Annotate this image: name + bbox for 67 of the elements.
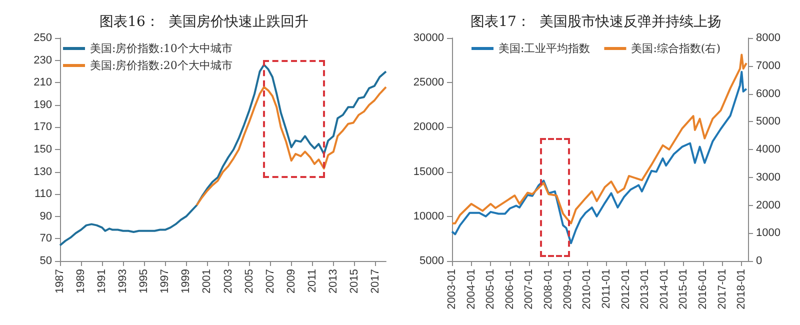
- x-tick-label: 2005: [243, 269, 256, 294]
- y-tick-label: 250: [34, 32, 52, 44]
- x-tick-label: 2006-01: [504, 269, 516, 310]
- x-tick-label: 2018-01: [736, 269, 748, 310]
- x-tick-label: 2009-01: [562, 269, 574, 310]
- y-tick-label: 90: [40, 210, 52, 222]
- x-tick-label: 2007-01: [523, 269, 536, 310]
- x-tick-label: 2007: [264, 269, 276, 294]
- x-tick-label: 2014-01: [658, 269, 670, 310]
- legend-label: 美国:综合指数(右): [631, 42, 721, 55]
- x-tick-label: 2011: [306, 269, 318, 293]
- y2-tick-label: 4000: [756, 144, 780, 156]
- x-tick-label: 2017-01: [716, 269, 728, 310]
- x-tick-label: 2013-01: [639, 269, 652, 310]
- y-tick-label: 130: [34, 166, 52, 178]
- legend-label: 美国:工业平均指数: [498, 42, 590, 55]
- y-tick-label: 15000: [413, 166, 444, 178]
- x-tick-label: 1993: [117, 269, 130, 294]
- x-tick-label: 2011-01: [600, 269, 612, 309]
- x-tick-label: 2015: [348, 269, 360, 294]
- line-series: [196, 86, 387, 206]
- y-tick-label: 30000: [413, 32, 444, 44]
- y2-tick-label: 0: [756, 255, 762, 267]
- y2-tick-label: 5000: [756, 116, 780, 128]
- y-tick-label: 230: [34, 54, 52, 66]
- x-tick-label: 1999: [180, 269, 192, 294]
- x-tick-label: 2005-01: [484, 269, 497, 310]
- y2-tick-label: 6000: [756, 88, 780, 100]
- x-tick-label: 2004-01: [465, 269, 478, 310]
- y-tick-label: 10000: [413, 210, 444, 222]
- x-tick-label: 2009: [285, 269, 298, 294]
- chart-title: 图表17： 美国股市快速反弹并持续上扬: [470, 14, 722, 30]
- legend-label: 美国:房价指数:20个大中城市: [90, 59, 232, 72]
- y-tick-label: 190: [34, 98, 52, 111]
- x-tick-label: 2013: [327, 269, 340, 294]
- y-tick-label: 20000: [413, 121, 444, 134]
- y2-tick-label: 7000: [756, 60, 780, 72]
- x-tick-label: 2010-01: [581, 269, 594, 310]
- y2-tick-label: 2000: [756, 199, 780, 212]
- x-tick-label: 1995: [138, 269, 150, 294]
- x-tick-label: 1991: [96, 269, 108, 294]
- y-tick-label: 70: [40, 232, 52, 245]
- y2-tick-label: 1000: [756, 227, 780, 240]
- chart-title: 图表16： 美国房价快速止跌回升: [100, 14, 308, 30]
- x-tick-label: 2003-01: [446, 269, 458, 310]
- x-tick-label: 2017: [369, 269, 382, 294]
- x-tick-label: 2015-01: [678, 269, 690, 310]
- x-tick-label: 2003: [222, 269, 234, 294]
- x-tick-label: 2001: [201, 269, 214, 294]
- y-tick-label: 150: [34, 144, 52, 156]
- y-tick-label: 25000: [413, 76, 444, 89]
- y-tick-label: 5000: [420, 255, 444, 267]
- x-tick-label: 1997: [159, 269, 172, 294]
- legend-label: 美国:房价指数:10个大中城市: [90, 42, 232, 55]
- x-tick-label: 2016-01: [697, 269, 710, 310]
- y2-tick-label: 8000: [756, 32, 780, 44]
- line-series: [451, 54, 748, 224]
- x-tick-label: 1987: [54, 269, 66, 294]
- y-tick-label: 50: [40, 255, 52, 267]
- y-tick-label: 110: [34, 188, 52, 200]
- x-tick-label: 2012-01: [620, 269, 632, 310]
- line-series: [451, 70, 748, 244]
- y-tick-label: 170: [34, 121, 52, 134]
- x-tick-label: 2008-01: [542, 269, 555, 310]
- x-tick-label: 1989: [75, 269, 88, 294]
- y-tick-label: 210: [34, 76, 52, 89]
- y2-tick-label: 3000: [756, 171, 780, 184]
